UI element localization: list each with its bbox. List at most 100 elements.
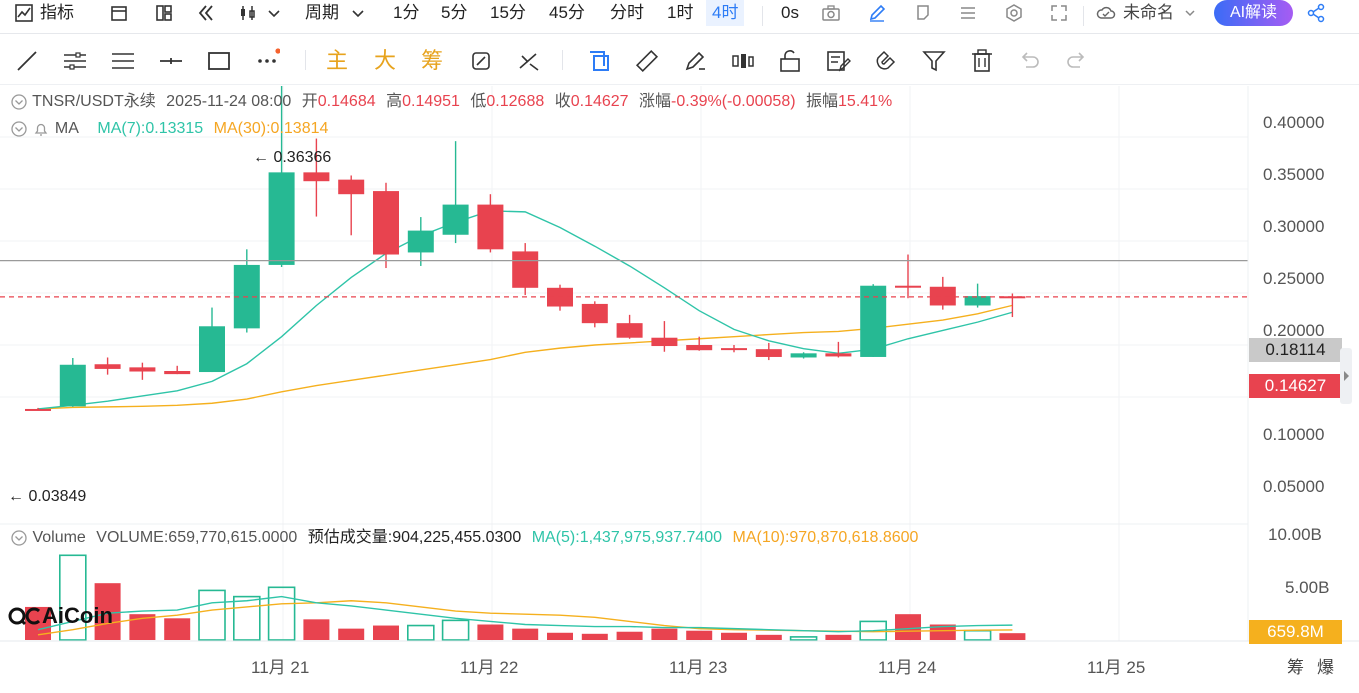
candle-body	[581, 303, 608, 324]
volume-bar	[233, 595, 261, 641]
candle-datetime: 2025-11-24 08:00	[166, 93, 292, 110]
interval-45m[interactable]: 45分	[549, 3, 585, 22]
magnet-draw-icon[interactable]	[516, 48, 542, 74]
redo-icon[interactable]	[1064, 48, 1090, 74]
chip-toggle-bottom[interactable]: 筹	[1287, 658, 1304, 677]
layout-name[interactable]: 未命名	[1123, 3, 1174, 22]
ma-indicator-name: MA	[54, 120, 79, 137]
estimated-volume: 预估成交量:904,225,455.0300	[307, 529, 522, 546]
volume-bar	[58, 554, 87, 641]
candle-body	[268, 172, 295, 265]
countdown: 0s	[781, 3, 799, 22]
high-value: 0.14951	[402, 93, 460, 110]
vol-ma10-value: MA(10):970,870,618.8600	[732, 529, 919, 546]
candles-icon[interactable]	[730, 48, 756, 74]
volume-bar	[164, 618, 191, 640]
brush-icon[interactable]	[682, 48, 708, 74]
volume-indicator-name: Volume	[32, 529, 86, 546]
price-axis-label: 0.25000	[1263, 269, 1325, 288]
volume-bar	[94, 583, 121, 640]
bell-icon[interactable]	[32, 120, 50, 138]
volume-bar	[338, 628, 365, 640]
interval-1m[interactable]: 1分	[393, 3, 420, 22]
ma-lines	[37, 210, 1013, 636]
chevron-down-icon[interactable]	[264, 3, 284, 23]
collapse-icon[interactable]	[10, 529, 28, 547]
interval-5m[interactable]: 5分	[441, 3, 468, 22]
candlestick-chart[interactable]	[0, 86, 1359, 693]
chevron-down-icon[interactable]	[348, 3, 368, 23]
pen-icon[interactable]	[867, 3, 887, 23]
calendar-icon[interactable]	[109, 3, 129, 23]
ma30-line	[37, 304, 1013, 410]
cloud-icon[interactable]	[1096, 3, 1116, 23]
vol-ma5-value: MA(5):1,437,975,937.7400	[531, 529, 723, 546]
volume-bar	[963, 629, 992, 641]
volume-bar	[267, 586, 296, 641]
settings-icon[interactable]	[1004, 3, 1024, 23]
period-button[interactable]: 周期	[305, 3, 339, 22]
lock-draw-icon[interactable]	[586, 48, 612, 74]
unlock-icon[interactable]	[777, 48, 803, 74]
rewind-icon[interactable]	[196, 3, 216, 23]
parallel-lines-icon[interactable]	[62, 48, 88, 74]
rectangle-icon[interactable]	[206, 48, 232, 74]
note-icon[interactable]	[913, 3, 933, 23]
filter-icon[interactable]	[921, 48, 947, 74]
candle-body	[25, 408, 51, 411]
panel-expand-handle[interactable]	[1340, 348, 1352, 404]
chevron-down-icon[interactable]	[1180, 3, 1200, 23]
share-icon[interactable]	[1306, 3, 1326, 23]
chip-distribution-toggle[interactable]: 筹	[421, 48, 444, 73]
volume-bar	[651, 628, 678, 640]
interval-1h[interactable]: 1时	[667, 3, 694, 22]
volume-bar	[686, 630, 713, 640]
list-icon[interactable]	[958, 3, 978, 23]
indicator-icon[interactable]	[14, 3, 34, 23]
candle-body	[651, 337, 678, 347]
indicators-button[interactable]: 指标	[40, 3, 74, 22]
volume-bar	[721, 632, 747, 640]
layout-icon[interactable]	[154, 3, 174, 23]
volume-bar	[547, 632, 573, 640]
candle-type-icon[interactable]	[238, 3, 258, 23]
magnet-icon[interactable]	[872, 48, 898, 74]
undo-icon[interactable]	[1016, 48, 1042, 74]
volume-bar	[441, 619, 470, 641]
trash-icon[interactable]	[969, 48, 995, 74]
ruler-icon[interactable]	[634, 48, 660, 74]
candle-body	[442, 204, 469, 235]
interval-15m[interactable]: 15分	[490, 3, 526, 22]
candle-body	[790, 353, 817, 358]
candle-body	[721, 348, 747, 351]
large-order-toggle[interactable]: 大	[374, 48, 397, 73]
volume-bar	[789, 636, 818, 641]
collapse-icon[interactable]	[10, 120, 28, 138]
volume-bar	[616, 631, 643, 640]
edit-list-icon[interactable]	[825, 48, 851, 74]
candle-body	[686, 345, 713, 351]
collapse-icon[interactable]	[10, 93, 28, 111]
price-axis-label: 0.35000	[1263, 165, 1325, 184]
trend-line-icon[interactable]	[14, 48, 40, 74]
amplitude-value: 15.41%	[838, 93, 893, 110]
candle-body	[512, 251, 539, 288]
ai-interpret-button[interactable]: AI解读	[1214, 0, 1293, 26]
more-tools-icon[interactable]	[254, 48, 280, 74]
fullscreen-icon[interactable]	[1049, 3, 1069, 23]
sync-draw-icon[interactable]	[468, 48, 494, 74]
horizontal-line-icon[interactable]	[158, 48, 184, 74]
interval-timeline[interactable]: 分时	[610, 3, 644, 22]
channel-icon[interactable]	[110, 48, 136, 74]
camera-icon[interactable]	[821, 3, 841, 23]
interval-4h[interactable]: 4时	[706, 0, 745, 26]
volume-bar	[477, 624, 504, 640]
time-axis-label: 11月 23	[669, 658, 728, 677]
aicoin-watermark: AiCoin	[8, 602, 113, 630]
candle-body	[755, 349, 782, 357]
ma7-line	[37, 210, 1013, 410]
main-chart-toggle[interactable]: 主	[326, 48, 349, 73]
chart-grid	[0, 86, 1248, 641]
time-axis-label: 11月 24	[878, 658, 937, 677]
liquidation-toggle-bottom[interactable]: 爆	[1317, 658, 1334, 677]
